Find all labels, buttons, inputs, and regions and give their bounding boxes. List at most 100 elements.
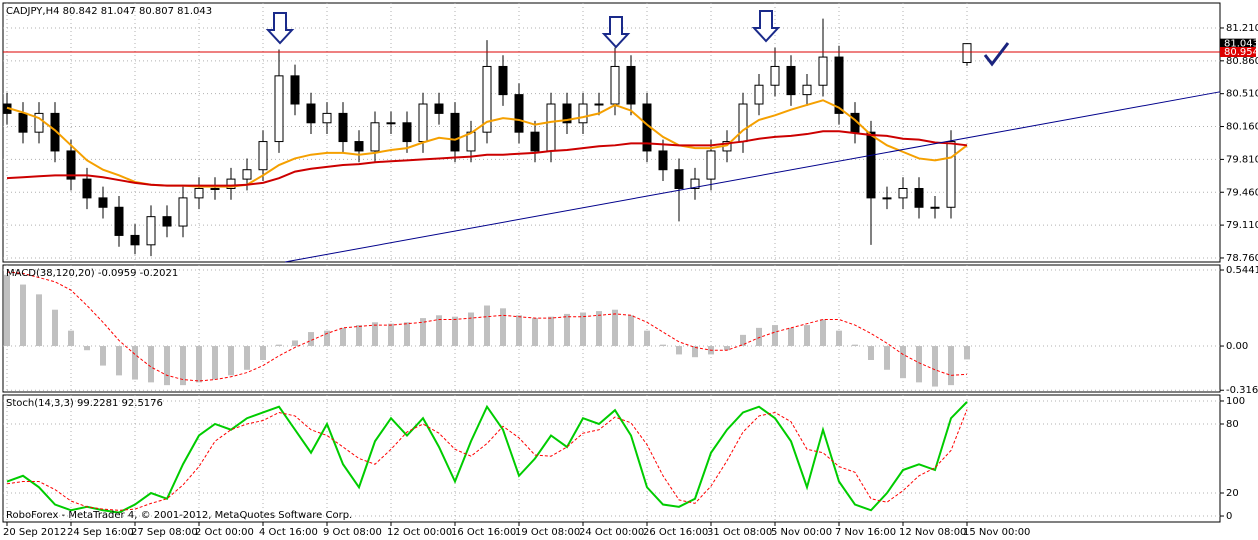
candle-body bbox=[402, 122, 412, 143]
macd-bar bbox=[964, 346, 970, 360]
macd-bar bbox=[468, 312, 474, 347]
candle-body bbox=[226, 178, 236, 189]
macd-bar bbox=[852, 344, 858, 347]
macd-bar bbox=[516, 315, 522, 347]
macd-bar bbox=[628, 315, 634, 347]
macd-bar bbox=[564, 313, 570, 347]
candle-body bbox=[258, 141, 268, 171]
macd-bar bbox=[916, 346, 922, 383]
candle-body bbox=[434, 103, 444, 114]
macd-bar bbox=[692, 346, 698, 358]
macd-bar bbox=[596, 311, 602, 347]
macd-bar bbox=[388, 323, 394, 347]
macd-bar bbox=[20, 284, 26, 347]
footer: RoboForex - MetaTrader 4, © 2001-2012, M… bbox=[6, 510, 352, 521]
candle-body bbox=[962, 43, 972, 64]
x-tick-label: 31 Oct 08:00 bbox=[707, 527, 772, 538]
level-label: 80.954 bbox=[1224, 47, 1258, 58]
y-tick-label: 80.510 bbox=[1226, 89, 1258, 100]
candle-body bbox=[514, 94, 524, 133]
candle-body bbox=[66, 150, 76, 180]
x-tick-label: 12 Nov 08:00 bbox=[899, 527, 966, 538]
x-tick-label: 24 Oct 00:00 bbox=[579, 527, 644, 538]
x-tick-label: 5 Nov 00:00 bbox=[771, 527, 832, 538]
macd-bar bbox=[132, 346, 138, 380]
x-tick-label: 4 Oct 16:00 bbox=[259, 527, 318, 538]
arrow-marker bbox=[751, 10, 781, 43]
macd-bar bbox=[548, 316, 554, 347]
y-tick-label: 80.860 bbox=[1226, 56, 1258, 67]
macd-bar bbox=[372, 322, 378, 347]
candle-body bbox=[194, 187, 204, 199]
stoch-panel-frame bbox=[2, 394, 1221, 523]
macd-bar bbox=[68, 330, 74, 347]
candle-body bbox=[754, 84, 764, 105]
macd-bar bbox=[644, 330, 650, 347]
macd-bar bbox=[404, 322, 410, 347]
candle-body bbox=[562, 103, 572, 124]
x-tick-label: 7 Nov 16:00 bbox=[835, 527, 896, 538]
candle-body bbox=[114, 206, 124, 236]
candle-body bbox=[834, 56, 844, 114]
macd-bar bbox=[148, 346, 154, 383]
candle-body bbox=[898, 187, 908, 199]
candle-body bbox=[210, 187, 220, 190]
macd-bar bbox=[452, 316, 458, 347]
macd-bar bbox=[932, 346, 938, 387]
candle-body bbox=[386, 122, 396, 125]
macd-bar bbox=[724, 346, 730, 351]
macd-bar bbox=[292, 340, 298, 347]
macd-bar bbox=[212, 346, 218, 380]
macd-panel-frame bbox=[2, 264, 1221, 393]
x-tick-label: 2 Oct 00:00 bbox=[195, 527, 254, 538]
y-tick-label: 78.760 bbox=[1226, 253, 1258, 264]
candle-body bbox=[578, 103, 588, 124]
macd-bar bbox=[612, 309, 618, 347]
macd-bar bbox=[436, 315, 442, 347]
macd-bar bbox=[532, 318, 538, 347]
stoch-line bbox=[6, 409, 968, 511]
x-tick-label: 24 Sep 16:00 bbox=[67, 527, 134, 538]
macd-signal-line bbox=[6, 271, 968, 382]
macd-bar bbox=[420, 318, 426, 347]
macd-bar bbox=[836, 330, 842, 347]
arrow-marker bbox=[601, 16, 631, 49]
y-tick-label: 100 bbox=[1226, 396, 1245, 407]
macd-bar bbox=[900, 346, 906, 379]
y-tick-label: 81.210 bbox=[1226, 23, 1258, 34]
y-tick-label: 80.160 bbox=[1226, 122, 1258, 133]
y-tick-label: 20 bbox=[1226, 488, 1239, 499]
x-tick-label: 9 Oct 08:00 bbox=[323, 527, 382, 538]
stoch-line bbox=[6, 401, 968, 514]
macd-bar bbox=[36, 294, 42, 347]
candle-body bbox=[18, 112, 28, 133]
candle-body bbox=[162, 216, 172, 227]
macd-bar bbox=[740, 334, 746, 347]
candle-body bbox=[242, 169, 252, 180]
y-tick-label: 79.460 bbox=[1226, 187, 1258, 198]
y-tick-label: 0 bbox=[1226, 511, 1232, 522]
macd-bar bbox=[84, 346, 90, 351]
x-tick-label: 15 Nov 00:00 bbox=[963, 527, 1030, 538]
panel-title: Stoch(14,3,3) 99.2281 92.5176 bbox=[6, 398, 163, 409]
x-tick-label: 16 Oct 16:00 bbox=[451, 527, 516, 538]
candle-body bbox=[178, 197, 188, 227]
candle-body bbox=[450, 112, 460, 152]
panel-title: CADJPY,H4 80.842 81.047 80.807 81.043 bbox=[6, 6, 212, 17]
panel-title: MACD(38,120,20) -0.0959 -0.2021 bbox=[6, 268, 178, 279]
macd-bar bbox=[820, 319, 826, 347]
macd-bar bbox=[308, 332, 314, 347]
candle-body bbox=[786, 65, 796, 96]
candle-body bbox=[690, 178, 700, 189]
candle-body bbox=[658, 150, 668, 171]
x-tick-label: 26 Oct 16:00 bbox=[643, 527, 708, 538]
last-price-label: 81.043 bbox=[1224, 39, 1258, 50]
candle-body bbox=[98, 197, 108, 208]
candle-body bbox=[146, 216, 156, 246]
candle-body bbox=[738, 103, 748, 143]
candle-body bbox=[290, 75, 300, 105]
main-panel-frame bbox=[2, 2, 1221, 263]
macd-bar bbox=[788, 327, 794, 347]
